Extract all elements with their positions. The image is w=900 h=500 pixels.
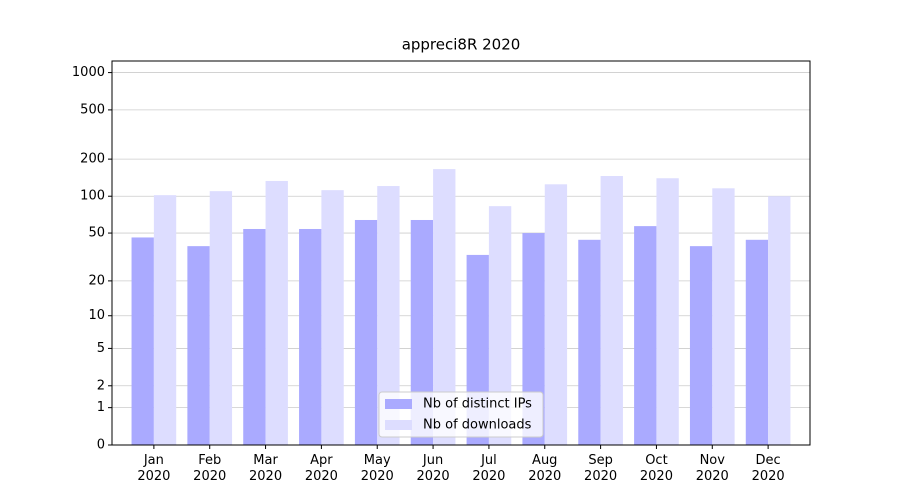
bar <box>600 175 623 446</box>
y-tick-label: 500 <box>80 102 105 117</box>
bar <box>131 237 154 445</box>
bar <box>153 195 177 445</box>
y-tick-label: 5 <box>97 341 105 356</box>
legend-box <box>378 391 544 438</box>
y-tick-label: 2 <box>97 378 105 393</box>
legend-label: Nb of distinct IPs <box>423 397 532 412</box>
bar <box>745 239 769 445</box>
x-tick-label: Apr 2020 <box>304 453 338 484</box>
y-tick-label: 50 <box>88 226 105 241</box>
x-tick-label: Feb 2020 <box>193 453 227 484</box>
x-tick-label: Aug 2020 <box>528 453 562 484</box>
x-tick-label: Jan 2020 <box>137 453 171 484</box>
legend-label: Nb of downloads <box>423 418 532 433</box>
bar <box>656 178 679 445</box>
y-tick-label: 1 <box>97 400 105 415</box>
x-tick-label: Jun 2020 <box>416 453 450 484</box>
y-tick-label: 1000 <box>72 65 105 80</box>
bar <box>209 191 233 445</box>
bar <box>377 186 400 445</box>
bar <box>768 196 791 445</box>
bar <box>488 206 512 445</box>
y-tick-label: 100 <box>80 189 105 204</box>
bar <box>712 188 735 445</box>
bar <box>243 228 266 445</box>
chart-title: appreci8R 2020 <box>402 36 521 54</box>
x-tick-label: Mar 2020 <box>249 453 283 484</box>
plot-frame <box>111 60 811 446</box>
bar <box>634 226 657 445</box>
x-tick-label: May 2020 <box>360 453 394 484</box>
x-tick-label: Oct 2020 <box>639 453 673 484</box>
bar <box>433 169 456 446</box>
x-tick-label: Nov 2020 <box>695 453 729 484</box>
bar <box>299 228 322 445</box>
bar <box>578 239 601 445</box>
legend-swatch <box>385 420 412 430</box>
x-tick-label: Jul 2020 <box>472 453 506 484</box>
bar <box>187 246 210 445</box>
y-tick-label: 20 <box>88 273 105 288</box>
x-tick-label: Sep 2020 <box>584 453 618 484</box>
y-tick-label: 10 <box>88 308 105 323</box>
x-tick-label: Dec 2020 <box>751 453 785 484</box>
y-tick-label: 0 <box>97 438 105 453</box>
bar <box>544 184 568 445</box>
bar <box>410 219 434 445</box>
legend-swatch <box>385 399 412 409</box>
bar <box>354 219 378 445</box>
bar <box>689 246 713 445</box>
legend: Nb of distinct IPs Nb of downloads <box>378 391 544 438</box>
y-tick-label: 200 <box>80 152 105 167</box>
bar <box>321 190 344 445</box>
bar <box>265 180 288 445</box>
